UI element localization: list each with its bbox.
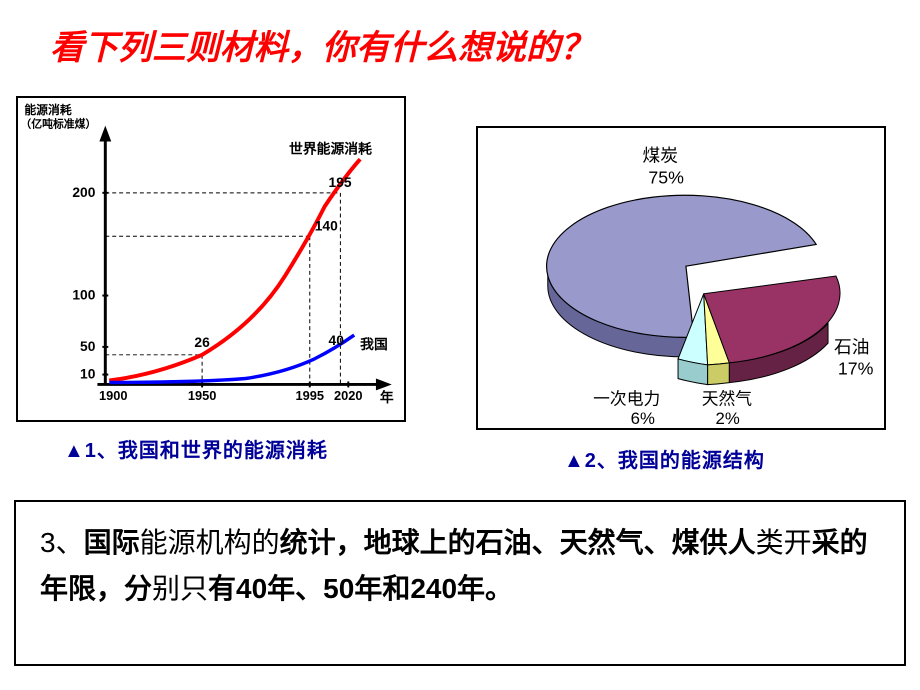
chart1-ytick-10: 10 (80, 366, 96, 382)
page-title: 看下列三则材料，你有什么想说的？ (50, 20, 594, 69)
textbox-frame: 3、国际能源机构的统计，地球上的石油、天然气、煤供人类开采的年限，分别只有40年… (14, 500, 906, 666)
pie-label-gas: 天然气 (702, 389, 753, 408)
tb-num: 3、 (40, 527, 84, 558)
chart1-ylabel1: 能源消耗 (24, 103, 72, 117)
chart1-callout-40: 40 (329, 332, 345, 348)
chart1-callout-195: 195 (329, 174, 352, 190)
textbox-content: 3、国际能源机构的统计，地球上的石油、天然气、煤供人类开采的年限，分别只有40年… (40, 520, 880, 612)
chart2-caption: ▲2、我国的能源结构 (564, 444, 765, 473)
chart1-ytick-100: 100 (72, 286, 95, 302)
pie-label-coal: 煤炭 (643, 146, 679, 166)
pie-pct-gas: 2% (716, 409, 740, 428)
pie-pct-coal: 75% (648, 167, 684, 187)
tb-p1: 国际 (84, 527, 140, 558)
tb-p7: 有40年、50年和240年。 (208, 573, 513, 604)
chart1-xtick-1995: 1995 (295, 388, 324, 403)
chart1-ytick-50: 50 (80, 338, 96, 354)
chart1-svg: 能源消耗 （亿吨标准煤） 10 50 100 200 1900 1950 199… (18, 98, 404, 420)
tb-p6: 别只 (152, 573, 208, 604)
tb-p2: 能源机构的 (140, 527, 280, 558)
chart2-frame: 煤炭 75% 石油 17% 天然气 2% 一次电力 6% (476, 126, 886, 430)
pie-label-elec: 一次电力 (593, 389, 660, 408)
pie-label-oil: 石油 (834, 337, 870, 357)
chart1-callout-140: 140 (315, 217, 338, 233)
chart1-ylabel2: （亿吨标准煤） (20, 117, 96, 131)
chart1-china-label: 我国 (360, 336, 388, 352)
chart1-caption: ▲1、我国和世界的能源消耗 (64, 434, 328, 463)
chart1-frame: 能源消耗 （亿吨标准煤） 10 50 100 200 1900 1950 199… (16, 96, 406, 422)
chart2-svg: 煤炭 75% 石油 17% 天然气 2% 一次电力 6% (478, 128, 884, 428)
chart1-caption-text: ▲1、我国和世界的能源消耗 (64, 440, 328, 462)
tb-p3: 统计，地球上的石油、天然气、煤供人 (280, 527, 756, 558)
pie-pct-oil: 17% (838, 359, 874, 379)
chart1-xtick-1950: 1950 (188, 388, 217, 403)
tb-p4: 类开 (756, 527, 812, 558)
pie-pct-elec: 6% (631, 409, 655, 428)
chart1-callout-26: 26 (194, 334, 210, 350)
chart1-xlabel: 年 (380, 389, 394, 405)
chart1-ytick-200: 200 (72, 184, 95, 200)
chart1-xtick-2020: 2020 (334, 388, 363, 403)
chart1-world-label: 世界能源消耗 (289, 140, 372, 156)
chart1-xtick-1900: 1900 (99, 388, 128, 403)
